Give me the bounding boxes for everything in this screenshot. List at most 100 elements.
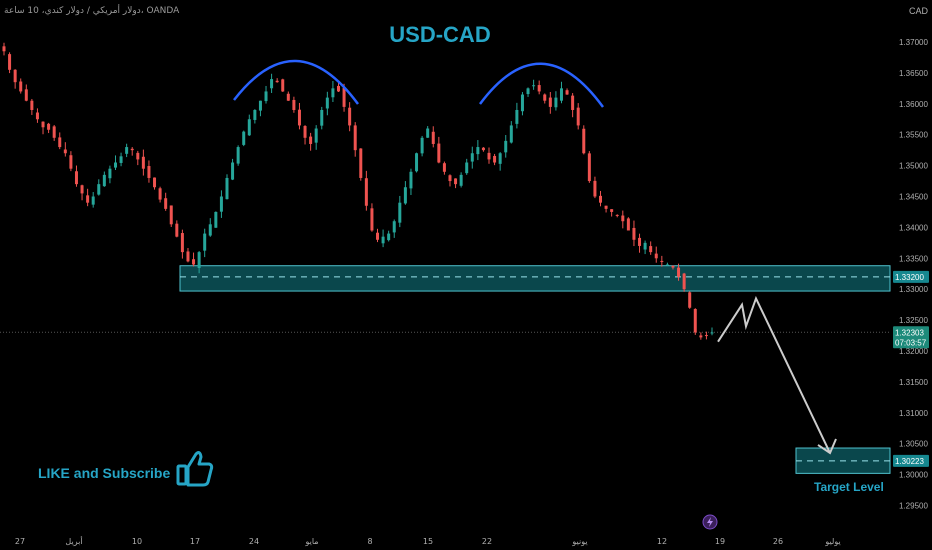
target-price-tag-bg [893, 454, 929, 467]
y-tick-label: 1.33000 [899, 285, 928, 294]
x-tick-label: 19 [715, 537, 725, 546]
y-tick-label: 1.33500 [899, 254, 928, 263]
candle-body [543, 94, 547, 101]
candle-body [331, 88, 335, 98]
x-tick-label: 24 [249, 537, 259, 546]
candle-body [41, 121, 45, 128]
candle-body [632, 227, 636, 240]
candle-body [710, 332, 714, 334]
candle-body [342, 87, 346, 107]
lightning-icon[interactable] [702, 514, 718, 530]
candle-body [459, 174, 463, 186]
candle-body [671, 265, 675, 268]
candle-body [19, 81, 23, 92]
candle-body [576, 107, 580, 126]
candle-body [498, 153, 502, 164]
candle-body [526, 88, 530, 95]
candle-body [97, 184, 101, 195]
candle-body [2, 46, 6, 52]
candle-body [24, 89, 28, 101]
y-tick-label: 1.36000 [899, 100, 928, 109]
candle-body [153, 177, 157, 188]
overlay [233, 59, 837, 455]
candle-body [158, 188, 162, 200]
resistance-price-tag-bg [893, 270, 929, 283]
candle-body [370, 208, 374, 231]
candle-body [303, 126, 307, 138]
candle-body [69, 155, 73, 169]
y-tick-label: 1.32500 [899, 316, 928, 325]
candle-body [615, 214, 619, 216]
candle-body [102, 174, 106, 187]
candle-body [136, 152, 140, 160]
candle-body [470, 153, 474, 162]
candle-body [599, 195, 603, 203]
candle-body [638, 237, 642, 246]
candle-body [309, 136, 313, 144]
x-tick-label: 22 [482, 537, 492, 546]
candle-body [654, 253, 658, 259]
candle-body [465, 162, 469, 174]
candle-body [532, 85, 536, 87]
candle-body [286, 93, 290, 101]
candle-body [426, 128, 430, 138]
candle-body [582, 128, 586, 154]
candle-body [509, 125, 513, 143]
projection-arrow [717, 295, 831, 454]
candle-body [621, 215, 625, 222]
candle-body [643, 242, 647, 250]
candle-body [442, 163, 446, 172]
candle-body [348, 107, 352, 126]
head-arc-left [233, 59, 360, 105]
candle-body [476, 147, 480, 155]
candle-body [376, 232, 380, 240]
candle-body [415, 153, 419, 172]
x-tick-label: يونيو [571, 537, 587, 546]
candle-body [420, 137, 424, 154]
candle-body [610, 209, 614, 212]
currency-label: CAD [908, 6, 928, 16]
candle-body [264, 91, 268, 102]
candle-body [481, 147, 485, 151]
last-price-tag-countdown: 07:03:57 [895, 338, 927, 347]
candle-body [314, 128, 318, 143]
candle-body [320, 109, 324, 126]
candle-body [381, 236, 385, 244]
candle-body [409, 171, 413, 189]
like-subscribe-text: LIKE and Subscribe [38, 465, 171, 481]
candle-body [604, 205, 608, 209]
time-axis: 27 أبريل 10 17 24 مايو 8 15 22 يونيو 12 19 26 يوليو [15, 536, 841, 546]
candle-body [203, 233, 207, 251]
candle-body [74, 171, 78, 185]
candle-body [325, 97, 329, 109]
candle-body [63, 149, 67, 154]
candle-body [660, 260, 664, 262]
candle-body [688, 292, 692, 308]
candle-body [169, 205, 173, 225]
x-tick-label: 8 [367, 537, 372, 546]
y-tick-label: 1.35500 [899, 131, 928, 140]
candle-body [91, 196, 95, 205]
candle-body [403, 187, 407, 204]
candle-body [297, 109, 301, 126]
candle-body [565, 90, 569, 95]
candle-body [520, 94, 524, 112]
candle-body [515, 109, 519, 124]
candle-body [52, 126, 56, 138]
candle-body [571, 95, 575, 110]
candle-body [275, 80, 279, 83]
candle-body [141, 156, 145, 169]
candle-body [693, 309, 697, 333]
candle-body [197, 252, 201, 269]
candle-body [8, 54, 12, 70]
head-arc-right [478, 62, 605, 108]
y-tick-label: 1.31000 [899, 409, 928, 418]
candle-body [336, 85, 340, 92]
candle-body [247, 119, 251, 136]
resistance-price-tag: 1.33200 [895, 273, 924, 282]
candle-body [454, 178, 458, 185]
candles [2, 42, 714, 340]
candle-body [119, 156, 123, 163]
candle-body [359, 148, 363, 178]
